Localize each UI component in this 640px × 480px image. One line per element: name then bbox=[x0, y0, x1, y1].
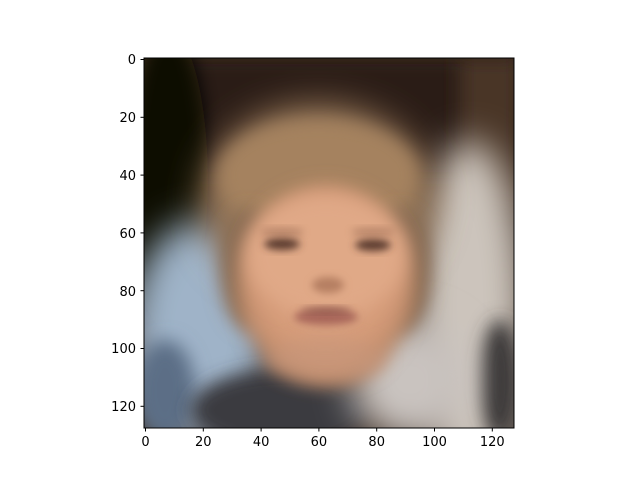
y-tick-label: 20 bbox=[119, 111, 136, 126]
x-axis: 0 20 40 60 80 100 120 bbox=[141, 428, 505, 450]
y-axis: 0 20 40 60 80 100 120 bbox=[111, 53, 144, 415]
x-tick-label: 20 bbox=[195, 435, 212, 450]
image-frame bbox=[143, 57, 515, 429]
y-tick-label: 60 bbox=[119, 227, 136, 242]
x-tick-label: 40 bbox=[253, 435, 270, 450]
x-tick-label: 60 bbox=[311, 435, 328, 450]
x-tick-label: 0 bbox=[141, 435, 149, 450]
face-image bbox=[144, 58, 514, 428]
y-tick-label: 80 bbox=[119, 285, 136, 300]
x-tick-label: 120 bbox=[480, 435, 505, 450]
y-tick-label: 40 bbox=[119, 169, 136, 184]
x-tick-label: 80 bbox=[368, 435, 385, 450]
y-tick-label: 100 bbox=[111, 342, 136, 357]
y-tick-label: 120 bbox=[111, 400, 136, 415]
y-tick-label: 0 bbox=[128, 53, 136, 68]
x-tick-label: 100 bbox=[422, 435, 447, 450]
